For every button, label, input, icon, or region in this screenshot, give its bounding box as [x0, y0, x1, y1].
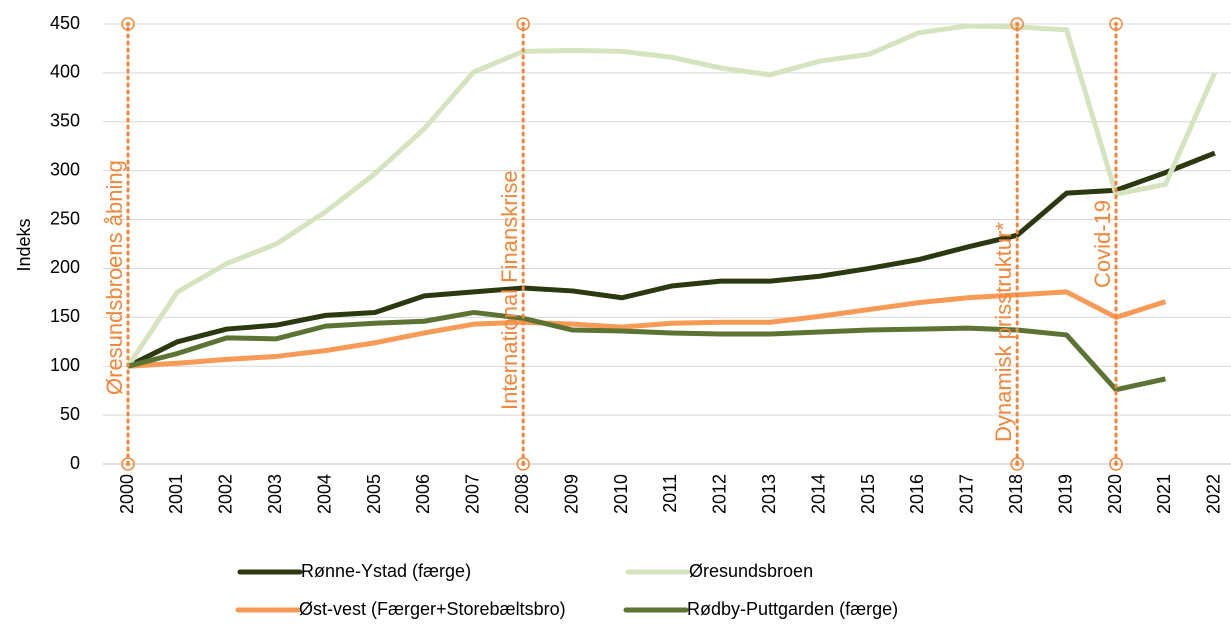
x-tick-label: 2021 [1154, 474, 1174, 514]
annotation-marker-dot [1114, 22, 1118, 26]
x-tick-label: 2008 [512, 474, 532, 514]
annotation-marker-dot [126, 22, 130, 26]
y-tick-label: 200 [50, 257, 80, 277]
x-tick-label: 2002 [216, 474, 236, 514]
annotation-marker [516, 17, 530, 31]
y-tick-label: 350 [50, 111, 80, 131]
y-tick-label: 300 [50, 159, 80, 179]
annotation-marker [121, 17, 135, 31]
annotation-marker-dot [1114, 462, 1118, 466]
x-tick-label: 2022 [1204, 474, 1224, 514]
legend-label: Øst-vest (Færger+Storebæltsbro) [299, 599, 566, 619]
x-tick-label: 2003 [265, 474, 285, 514]
y-axis-label: Indeks [14, 218, 34, 271]
annotation-marker-dot [126, 462, 130, 466]
annotation-marker-dot [1015, 22, 1020, 26]
y-tick-label: 450 [50, 13, 80, 33]
y-tick-label: 250 [50, 208, 80, 228]
x-tick-label: 2004 [314, 474, 334, 514]
annotation-marker [1010, 457, 1024, 471]
series-line [125, 23, 1218, 368]
annotation-marker [516, 457, 530, 471]
x-tick-label: 2013 [759, 474, 779, 514]
x-tick-label: 2007 [463, 474, 483, 514]
x-tick-label: 2020 [1105, 474, 1125, 514]
annotation-label: Øresundsbroens åbning [102, 160, 127, 395]
x-tick-label: 2012 [710, 474, 730, 514]
x-tick-label: 2014 [808, 474, 828, 514]
annotation-marker-dot [521, 462, 526, 466]
annotation-marker [1010, 17, 1024, 31]
y-tick-label: 400 [50, 62, 80, 82]
y-tick-label: 50 [60, 404, 80, 424]
y-tick-label: 150 [50, 306, 80, 326]
annotation-label: International Finanskrise [497, 170, 522, 410]
annotation-marker-dot [1015, 462, 1020, 466]
x-tick-label: 2001 [166, 474, 186, 514]
series-line [127, 289, 1167, 369]
x-tick-label: 2015 [858, 474, 878, 514]
x-tick-label: 2010 [611, 474, 631, 514]
annotation-marker [121, 457, 135, 471]
legend-label: Rønne-Ystad (færge) [301, 561, 471, 581]
x-tick-label: 2009 [561, 474, 581, 514]
x-tick-label: 2018 [1006, 474, 1026, 514]
legend-label: Øresundsbroen [689, 561, 813, 581]
annotation-marker [1109, 17, 1123, 31]
annotation-marker [1109, 457, 1123, 471]
x-tick-label: 2006 [413, 474, 433, 514]
series-line [126, 150, 1216, 369]
x-tick-label: 2016 [907, 474, 927, 514]
y-tick-label: 0 [70, 453, 80, 473]
series-line [127, 309, 1166, 393]
x-tick-label: 2011 [660, 474, 680, 513]
x-tick-label: 2005 [364, 474, 384, 514]
x-tick-label: 2017 [957, 474, 977, 514]
y-tick-label: 100 [50, 355, 80, 375]
x-tick-label: 2019 [1055, 474, 1075, 514]
annotation-label: Dynamisk prisstruktur* [991, 222, 1016, 442]
annotation-label: Covid-19 [1090, 200, 1115, 288]
legend-label: Rødby-Puttgarden (færge) [687, 599, 898, 619]
annotation-marker-dot [521, 22, 526, 26]
x-tick-label: 2000 [117, 474, 137, 514]
